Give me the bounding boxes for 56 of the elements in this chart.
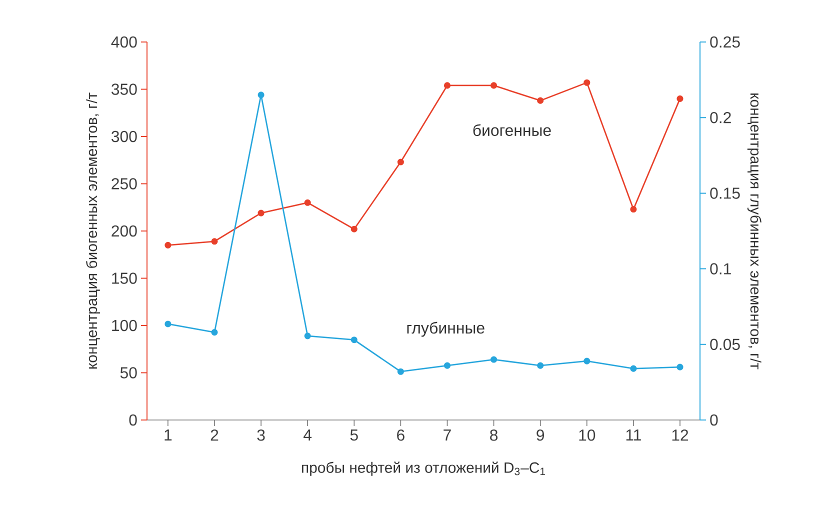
- point: [397, 158, 404, 166]
- x-tick-label: 4: [304, 430, 312, 440]
- y-tick-label: 150: [112, 272, 137, 284]
- y-tick-label: 300: [111, 130, 137, 142]
- point: [258, 210, 264, 216]
- y-tick-label: 100: [112, 320, 137, 332]
- y-tick-label: 400: [111, 36, 137, 48]
- y2-tick-label: 0.1: [710, 263, 731, 274]
- y-tick-label: 350: [111, 84, 137, 95]
- x-tick-label: 3: [257, 430, 265, 441]
- point: [164, 320, 172, 328]
- point: [397, 368, 404, 375]
- x-tick-label: 2: [210, 430, 218, 441]
- point: [444, 82, 451, 89]
- y-tick-label: 200: [112, 225, 137, 237]
- point: [537, 362, 544, 369]
- point: [676, 364, 684, 370]
- x-tick-label: 9: [536, 430, 544, 441]
- series-label: биогенные: [473, 124, 551, 136]
- point: [350, 336, 358, 344]
- y2-tick-label: 0.05: [710, 338, 740, 350]
- point: [444, 362, 451, 369]
- series-label: глубинные: [407, 322, 484, 337]
- x-axis-title: пробы нефтей из отложений D$_{3}$–C$_{1}$: [302, 462, 545, 476]
- point: [211, 329, 218, 336]
- point: [537, 97, 544, 104]
- y-tick-label: 0: [129, 414, 137, 426]
- y-tick-label: 50: [120, 367, 137, 378]
- x-tick-label: 12: [672, 430, 688, 441]
- y2-tick-label: 0: [710, 414, 718, 426]
- y-tick-label: 250: [112, 178, 137, 190]
- point: [258, 92, 264, 98]
- point: [304, 199, 311, 206]
- y2-tick-label: 0.15: [710, 188, 740, 199]
- point: [211, 238, 218, 245]
- point: [350, 226, 358, 232]
- point: [630, 206, 637, 213]
- point: [630, 365, 637, 372]
- point: [490, 356, 498, 363]
- x-tick-label: 1: [164, 430, 172, 440]
- x-tick-label: 10: [579, 430, 596, 441]
- y2-axis-title: концентрация глубинных элементов, г/т: [747, 94, 762, 370]
- point: [676, 95, 684, 102]
- x-tick-label: 7: [444, 430, 451, 440]
- point: [490, 82, 498, 89]
- x-tick-label: 5: [350, 430, 358, 441]
- point: [164, 242, 172, 248]
- point: [584, 358, 590, 364]
- x-tick-label: 11: [626, 430, 641, 440]
- y-axis-title: концентрация биогенных элементов, г/т: [86, 92, 100, 369]
- y2-tick-label: 0.2: [710, 112, 731, 124]
- point: [584, 79, 590, 86]
- y2-tick-label: 0.25: [710, 36, 740, 48]
- x-tick-label: 6: [397, 430, 404, 441]
- point: [304, 332, 311, 340]
- x-tick-label: 8: [490, 430, 498, 441]
